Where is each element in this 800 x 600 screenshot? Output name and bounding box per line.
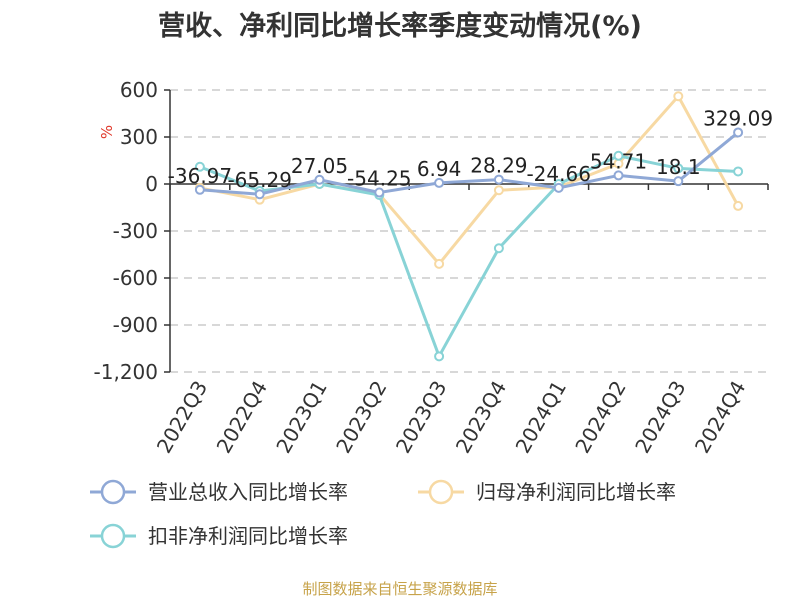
series-line (199, 131, 740, 196)
data-label: -24.66 (526, 162, 590, 186)
legend-marker (428, 479, 454, 505)
x-tick-label: 2023Q3 (391, 376, 451, 457)
legend-marker (100, 479, 126, 505)
y-tick-label: -300 (113, 219, 158, 243)
x-tick-label: 2023Q1 (271, 377, 331, 458)
data-label: 6.94 (417, 157, 462, 181)
legend-marker (100, 523, 126, 549)
data-point (733, 200, 744, 211)
y-tick-label: -1,200 (94, 360, 158, 384)
data-point (493, 243, 504, 254)
y-tick-label: 600 (120, 78, 158, 102)
series-layer (194, 91, 744, 362)
data-point (733, 127, 744, 138)
data-point (733, 166, 744, 177)
data-point (194, 184, 205, 195)
data-point (553, 182, 564, 193)
data-label: 28.29 (470, 154, 527, 178)
y-tick-label: 300 (120, 125, 158, 149)
x-tick-label: 2022Q3 (152, 377, 212, 458)
x-tick-label: 2024Q4 (690, 377, 750, 458)
y-unit-label: % (98, 125, 116, 139)
y-tick-label: -900 (113, 313, 158, 337)
legend-item: 归母净利润同比增长率 (418, 479, 676, 505)
data-label: 18.1 (656, 155, 701, 179)
legend-label: 归母净利润同比增长率 (476, 480, 676, 504)
x-tick-label: 2024Q1 (511, 377, 571, 458)
data-label: -36.97 (168, 164, 232, 188)
grid-layer (170, 89, 768, 373)
data-point (493, 185, 504, 196)
data-point (314, 174, 325, 185)
data-point (434, 258, 445, 269)
y-tick-label: -600 (113, 266, 158, 290)
data-point (613, 150, 624, 161)
series-line (199, 94, 740, 266)
x-tick-label: 2023Q2 (331, 377, 391, 458)
x-tick-label: 2024Q3 (630, 377, 690, 458)
data-point (613, 170, 624, 181)
data-point (254, 189, 265, 200)
x-tick-label: 2023Q4 (451, 377, 511, 458)
data-label: -54.25 (347, 166, 411, 190)
data-label: -65.29 (227, 168, 291, 192)
chart-title: 营收、净利同比增长率季度变动情况(%) (158, 11, 642, 42)
x-tick-label: 2024Q2 (570, 377, 630, 458)
x-tick-label: 2022Q4 (212, 377, 272, 458)
legend-label: 营业总收入同比增长率 (148, 480, 348, 504)
data-point (673, 91, 684, 102)
data-label: 27.05 (291, 154, 348, 178)
data-point (493, 174, 504, 185)
data-point (673, 163, 684, 174)
legend-item: 扣非净利润同比增长率 (90, 523, 348, 549)
data-label: 329.09 (703, 106, 773, 130)
data-point (673, 176, 684, 187)
data-point (434, 177, 445, 188)
source-note: 制图数据来自恒生聚源数据库 (302, 580, 498, 598)
y-tick-label: 0 (145, 172, 158, 196)
data-point (434, 351, 445, 362)
data-point (374, 187, 385, 198)
data-point (194, 161, 205, 172)
legend-item: 营业总收入同比增长率 (90, 479, 348, 505)
data-label: 54.71 (590, 149, 647, 173)
legend-label: 扣非净利润同比增长率 (148, 524, 348, 548)
